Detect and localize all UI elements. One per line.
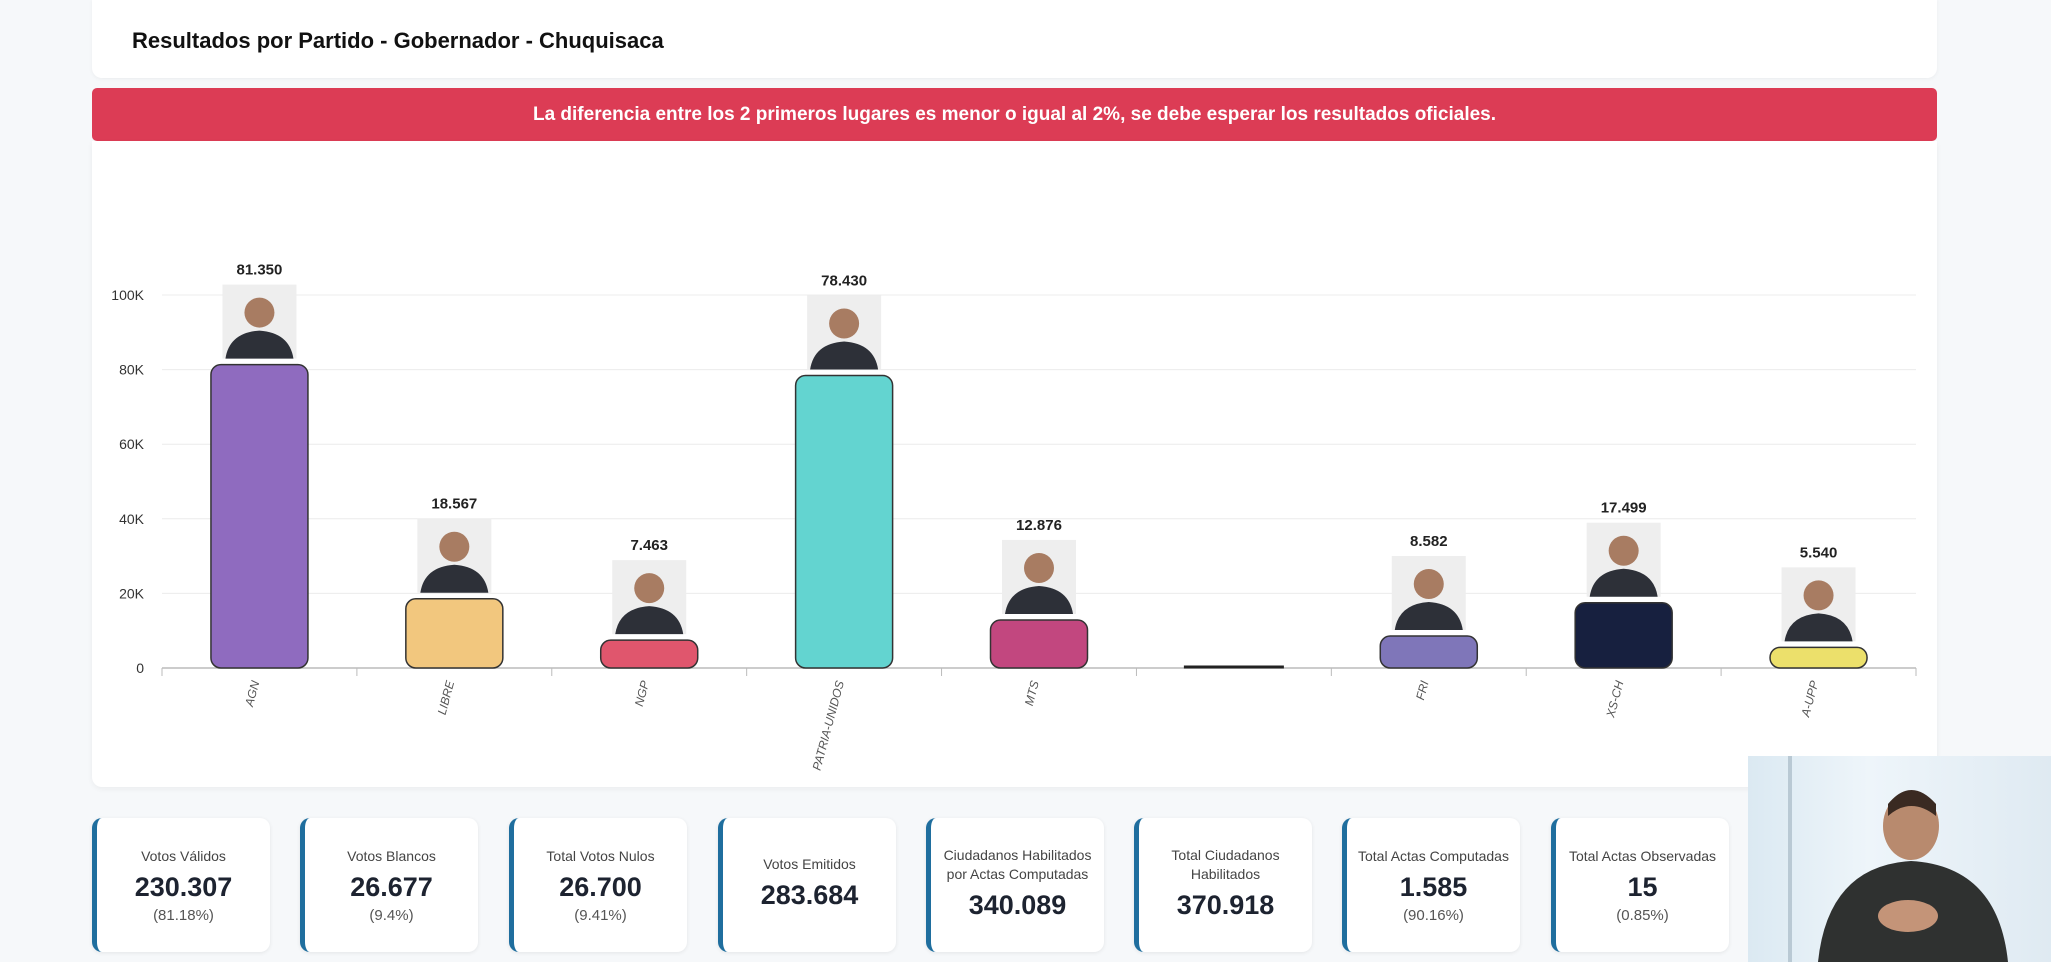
stat-percent: (81.18%) — [153, 906, 214, 924]
stat-value: 283.684 — [760, 880, 859, 910]
candidate-photo-face — [1803, 580, 1834, 611]
x-tick-label: AGN — [242, 679, 263, 709]
bar-libre — [405, 597, 504, 669]
bar-mts — [989, 619, 1089, 669]
data-label: 17.499 — [1601, 500, 1647, 517]
stat-label: Ciudadanos Habilitados por Actas Computa… — [943, 846, 1092, 882]
stat-label: Votos Emitidos — [763, 856, 856, 872]
stat-card-actas-observadas: Total Actas Observadas 15 (0.85%) — [1551, 818, 1729, 952]
y-tick-label: 40K — [119, 511, 145, 527]
y-tick-label: 20K — [119, 585, 145, 601]
candidate-photo-body — [225, 330, 294, 359]
candidate-photo-body — [615, 606, 684, 635]
interpreter-figure — [1788, 756, 2008, 962]
alert-text: La diferencia entre los 2 primeros lugar… — [532, 103, 1497, 125]
candidate-photo-face — [1024, 552, 1054, 583]
candidate-photo-body — [1394, 601, 1463, 630]
page-title: Resultados por Partido - Gobernador - Ch… — [132, 28, 664, 53]
candidate-photo-body — [420, 564, 489, 593]
stat-card-actas-computadas: Total Actas Computadas 1.585 (90.16%) — [1342, 818, 1520, 952]
alert-banner: La diferencia entre los 2 primeros lugar… — [92, 88, 1937, 141]
candidate-photo-face — [439, 531, 470, 562]
data-label: 81.350 — [236, 262, 282, 279]
stat-card-habilitados-actas: Ciudadanos Habilitados por Actas Computa… — [926, 818, 1104, 952]
data-label: 7.463 — [630, 537, 668, 554]
stat-value: 26.700 — [559, 871, 642, 902]
stat-value: 370.918 — [1176, 889, 1275, 920]
candidate-photo-body — [1005, 585, 1073, 614]
stat-percent: (9.4%) — [369, 906, 414, 924]
bar-a-upp — [1769, 646, 1868, 669]
stat-percent: (0.85%) — [1616, 906, 1669, 924]
data-label: 5.540 — [1800, 544, 1838, 561]
bar-agn — [210, 363, 309, 669]
data-label: 18.567 — [431, 496, 477, 513]
x-tick-label: MTS — [1022, 679, 1042, 707]
stat-card-votos-emitidos: Votos Emitidos 283.684 — [718, 818, 896, 952]
stat-value: 340.089 — [968, 889, 1067, 920]
x-tick-label: PATRIA-UNIDOS — [810, 679, 847, 772]
candidate-photo-face — [244, 297, 275, 328]
stat-value: 26.677 — [350, 871, 433, 902]
candidate-photo-body — [1784, 613, 1853, 642]
bar-fri — [1379, 635, 1479, 669]
bar-patria-unidos — [794, 374, 894, 669]
stat-card-votos-nulos: Total Votos Nulos 26.700 (9.41%) — [509, 818, 687, 952]
title-card: Resultados por Partido - Gobernador - Ch… — [92, 0, 1937, 78]
stat-label: Total Ciudadanos Habilitados — [1171, 846, 1280, 882]
candidate-photo-face — [634, 573, 665, 604]
y-tick-label: 80K — [119, 362, 145, 378]
bar-ngp — [599, 639, 699, 669]
x-tick-label: NGP — [632, 679, 652, 708]
stat-label: Votos Válidos — [141, 847, 226, 864]
stat-value: 15 — [1627, 871, 1658, 902]
chart-card: 0 20K 40K 60K 80K 100K 81.350 AGN 18.567 LIBRE 7.4… — [92, 141, 1937, 787]
y-tick-label: 100K — [111, 287, 144, 303]
data-label: 78.430 — [821, 272, 867, 289]
x-tick-label: XS-CH — [1603, 679, 1627, 720]
y-tick-label: 60K — [119, 436, 145, 452]
candidate-photo-face — [1413, 568, 1444, 599]
x-tick-label: FRI — [1413, 679, 1432, 702]
stat-value: 1.585 — [1399, 871, 1468, 902]
stat-card-votos-validos: Votos Válidos 230.307 (81.18%) — [92, 818, 270, 952]
stat-percent: (9.41%) — [574, 906, 627, 924]
stat-card-total-habilitados: Total Ciudadanos Habilitados 370.918 — [1134, 818, 1312, 952]
candidate-photo-body — [810, 341, 879, 370]
stat-label: Votos Blancos — [347, 847, 436, 864]
stat-percent: (90.16%) — [1403, 906, 1464, 924]
stat-label: Total Votos Nulos — [546, 847, 655, 864]
y-tick-label: 0 — [136, 660, 144, 676]
sign-language-interpreter-video — [1748, 756, 2051, 962]
stat-card-votos-blancos: Votos Blancos 26.677 (9.4%) — [300, 818, 478, 952]
candidate-photo-body — [1589, 568, 1658, 597]
x-tick-label: A-UPP — [1798, 679, 1821, 719]
candidate-photo-face — [829, 308, 860, 339]
data-label: 8.582 — [1410, 533, 1448, 550]
x-tick-label: LIBRE — [435, 678, 458, 716]
bar-chart: 0 20K 40K 60K 80K 100K 81.350 AGN 18.567 LIBRE 7.4… — [111, 262, 1917, 772]
stat-label: Total Actas Computadas — [1358, 847, 1509, 864]
bar-xs-ch — [1574, 601, 1673, 669]
stat-value: 230.307 — [134, 871, 233, 902]
stat-label: Total Actas Observadas — [1568, 847, 1717, 864]
candidate-photo-face — [1608, 535, 1639, 566]
data-label: 12.876 — [1016, 517, 1062, 534]
